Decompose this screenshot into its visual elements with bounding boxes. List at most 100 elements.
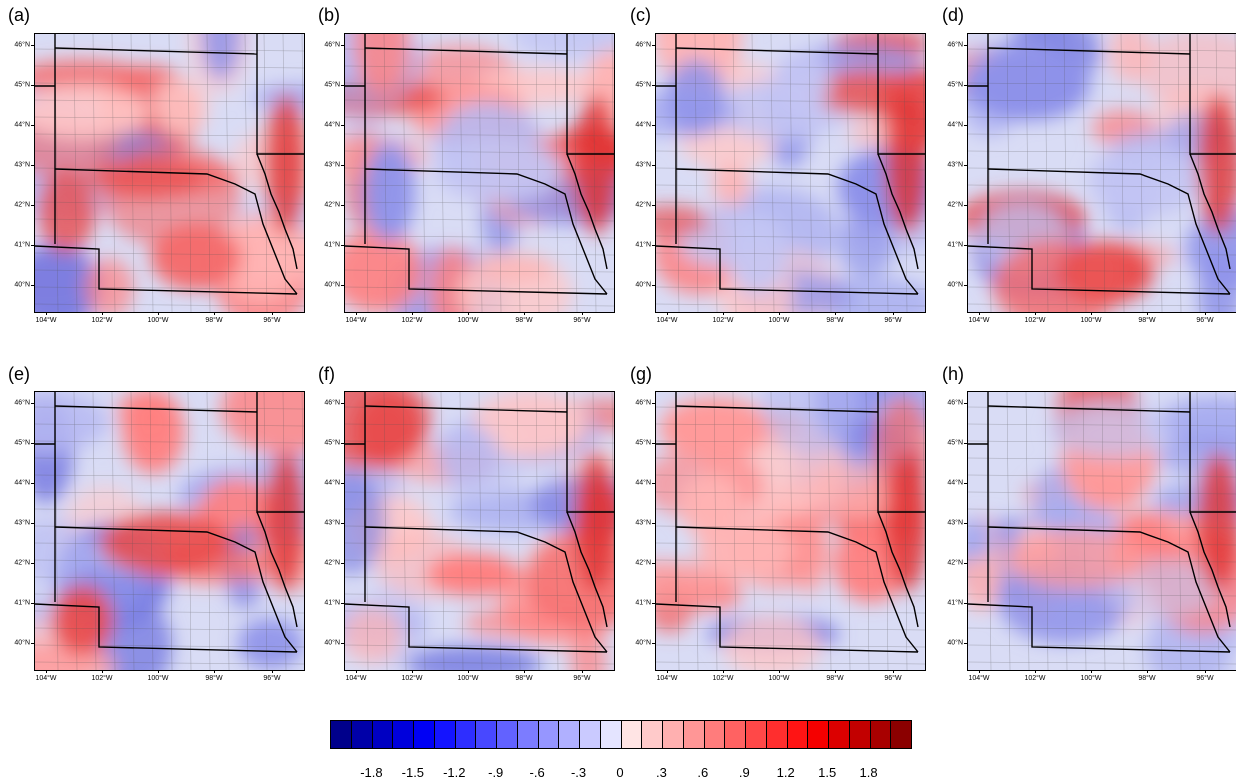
colorbar-box <box>746 721 767 748</box>
colorbar-box <box>663 721 684 748</box>
latitude-tick <box>964 603 967 604</box>
latitude-tick <box>652 85 655 86</box>
longitude-label: 96°W <box>884 675 902 682</box>
colorbar-tick-label: 1.8 <box>859 765 878 780</box>
latitude-label: 45°N <box>14 81 30 89</box>
longitude-label: 100°W <box>457 317 479 324</box>
colorbar-tick-label: -1.8 <box>360 765 383 780</box>
latitude-tick <box>31 125 34 126</box>
latitude-tick <box>341 125 344 126</box>
latitude-label: 43°N <box>14 519 30 527</box>
latitude-label: 41°N <box>635 599 651 607</box>
latitude-label: 40°N <box>14 281 30 289</box>
latitude-tick <box>31 483 34 484</box>
colorbar-box <box>538 721 560 748</box>
latitude-label: 42°N <box>635 559 651 567</box>
longitude-tick <box>723 312 724 315</box>
latitude-tick <box>31 245 34 246</box>
longitude-label: 102°W <box>712 675 734 682</box>
longitude-tick <box>356 312 357 315</box>
longitude-label: 102°W <box>712 317 734 324</box>
longitude-label: 98°W <box>1138 317 1156 324</box>
latitude-label: 42°N <box>14 559 30 567</box>
latitude-tick <box>341 245 344 246</box>
map-frame <box>344 33 615 313</box>
colorbar-box <box>870 721 892 748</box>
colorbar-box <box>517 721 539 748</box>
latitude-tick <box>341 563 344 564</box>
longitude-tick <box>412 670 413 673</box>
longitude-tick <box>1205 670 1206 673</box>
latitude-label: 46°N <box>324 399 340 407</box>
anomaly-field-map <box>968 392 1236 670</box>
latitude-label: 40°N <box>14 639 30 647</box>
latitude-tick <box>652 523 655 524</box>
latitude-label: 42°N <box>947 201 963 209</box>
longitude-tick <box>1091 312 1092 315</box>
colorbar-tick-label: 1.5 <box>818 765 837 780</box>
latitude-label: 41°N <box>14 241 30 249</box>
latitude-tick <box>31 563 34 564</box>
latitude-label: 40°N <box>635 281 651 289</box>
panel-label: (h) <box>942 364 964 384</box>
longitude-label: 104°W <box>35 675 57 682</box>
map-frame <box>34 33 305 313</box>
latitude-label: 42°N <box>635 201 651 209</box>
latitude-tick <box>31 603 34 604</box>
longitude-label: 96°W <box>573 317 591 324</box>
colorbar-tick-label: -.9 <box>488 765 504 780</box>
longitude-tick <box>979 312 980 315</box>
latitude-label: 42°N <box>947 559 963 567</box>
longitude-label: 96°W <box>884 317 902 324</box>
panel-label: (b) <box>318 5 340 25</box>
longitude-label: 98°W <box>826 675 844 682</box>
latitude-label: 41°N <box>324 599 340 607</box>
longitude-label: 102°W <box>401 317 423 324</box>
latitude-label: 44°N <box>14 121 30 129</box>
latitude-label: 40°N <box>324 639 340 647</box>
map-frame <box>967 391 1236 671</box>
latitude-label: 45°N <box>947 439 963 447</box>
colorbar-box <box>849 721 871 748</box>
latitude-tick <box>341 643 344 644</box>
colorbar-box <box>725 721 746 748</box>
latitude-tick <box>31 205 34 206</box>
longitude-tick <box>272 670 273 673</box>
longitude-label: 102°W <box>401 675 423 682</box>
longitude-label: 102°W <box>91 675 113 682</box>
latitude-label: 43°N <box>635 519 651 527</box>
latitude-label: 40°N <box>324 281 340 289</box>
longitude-tick <box>524 670 525 673</box>
longitude-label: 96°W <box>1196 675 1214 682</box>
latitude-label: 44°N <box>324 121 340 129</box>
colorbar-box <box>476 721 497 748</box>
latitude-tick <box>341 165 344 166</box>
latitude-label: 46°N <box>635 399 651 407</box>
longitude-tick <box>158 312 159 315</box>
latitude-tick <box>652 285 655 286</box>
latitude-tick <box>31 85 34 86</box>
longitude-tick <box>779 312 780 315</box>
latitude-tick <box>964 443 967 444</box>
longitude-tick <box>468 312 469 315</box>
colorbar-tick-label: -.3 <box>570 765 587 780</box>
longitude-label: 104°W <box>656 675 678 682</box>
longitude-tick <box>835 670 836 673</box>
colorbar-box <box>331 721 352 748</box>
colorbar-box <box>351 721 373 748</box>
colorbar-tick-label: .3 <box>656 765 667 780</box>
latitude-tick <box>31 165 34 166</box>
anomaly-field-map <box>345 392 614 670</box>
latitude-label: 43°N <box>324 519 340 527</box>
latitude-tick <box>964 563 967 564</box>
colorbar-box <box>600 721 622 748</box>
longitude-label: 98°W <box>515 675 533 682</box>
longitude-label: 104°W <box>968 675 990 682</box>
latitude-label: 42°N <box>324 201 340 209</box>
longitude-label: 96°W <box>263 675 281 682</box>
anomaly-field-map <box>968 34 1236 312</box>
longitude-label: 104°W <box>656 317 678 324</box>
longitude-tick <box>835 312 836 315</box>
latitude-tick <box>652 563 655 564</box>
latitude-label: 45°N <box>324 439 340 447</box>
